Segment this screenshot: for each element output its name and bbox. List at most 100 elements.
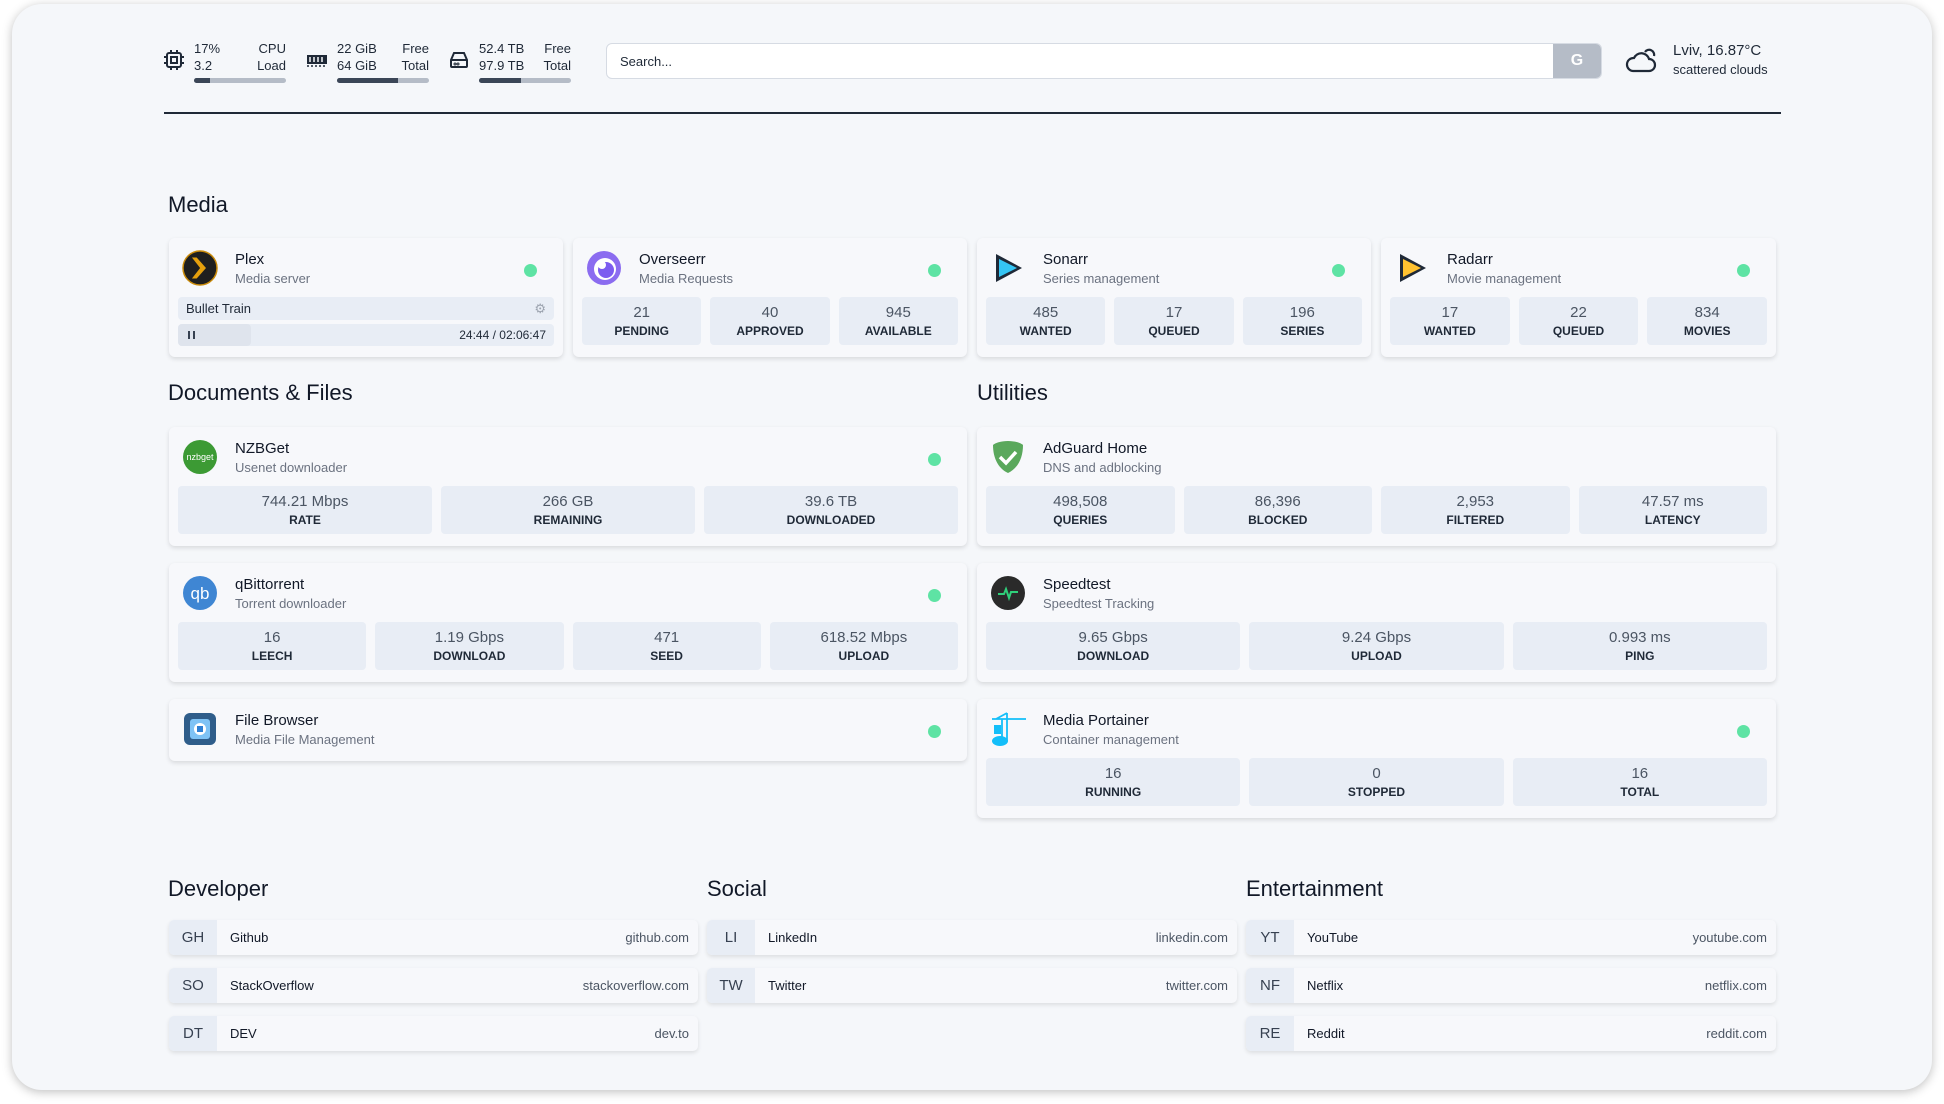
stat-label: SERIES bbox=[1280, 324, 1325, 338]
disk-icon bbox=[450, 52, 468, 68]
pause-icon[interactable] bbox=[188, 331, 195, 339]
stat-label: PING bbox=[1625, 649, 1655, 663]
status-indicator bbox=[1737, 725, 1750, 738]
service-description: Media server bbox=[235, 270, 311, 286]
bookmark-twitter[interactable]: TW Twitter twitter.com bbox=[707, 968, 1237, 1003]
search-button[interactable]: G bbox=[1553, 44, 1601, 78]
stat-value: 9.24 Gbps bbox=[1341, 629, 1412, 646]
free-label: Free bbox=[402, 41, 429, 56]
now-playing: Bullet Train ⚙ 24:44 / 02:06:47 bbox=[178, 297, 554, 346]
stat-value: 16 bbox=[1104, 765, 1122, 782]
stat-label: DOWNLOAD bbox=[1077, 649, 1150, 663]
bookmark-youtube[interactable]: YT YouTube youtube.com bbox=[1246, 920, 1776, 955]
status-indicator bbox=[928, 453, 941, 466]
stat-wanted: 485 WANTED bbox=[986, 297, 1106, 345]
plex-icon bbox=[182, 250, 218, 286]
dashboard bbox=[12, 4, 1932, 1090]
cpu-bar bbox=[194, 78, 286, 83]
stat-label: DOWNLOAD bbox=[433, 649, 506, 663]
status-indicator bbox=[524, 264, 537, 277]
service-card-adguard[interactable]: AdGuard Home DNS and adblocking 498,508 QU… bbox=[977, 427, 1776, 546]
service-card-overseerr[interactable]: Overseerr Media Requests 21 PENDING 40 APPR… bbox=[573, 238, 967, 357]
stat-value: 16 bbox=[1631, 765, 1649, 782]
service-card-file-browser[interactable]: File Browser Media File Management bbox=[169, 699, 967, 761]
overseerr-icon bbox=[587, 251, 621, 285]
stat-wanted: 17 WANTED bbox=[1390, 297, 1510, 345]
section-utilities: Utilities bbox=[977, 380, 1048, 405]
section-media: Media bbox=[168, 192, 228, 217]
progress-fill bbox=[178, 324, 252, 346]
service-description: Media File Management bbox=[235, 731, 375, 747]
stat-value: 1.19 Gbps bbox=[434, 629, 504, 646]
stat-value: 86,396 bbox=[1254, 493, 1301, 510]
cpu-label: CPU bbox=[258, 41, 286, 56]
stat-value: 196 bbox=[1289, 304, 1315, 321]
stat-label: QUERIES bbox=[1053, 513, 1108, 527]
bookmark-netflix[interactable]: NF Netflix netflix.com bbox=[1246, 968, 1776, 1003]
service-card-radarr[interactable]: Radarr Movie management 17 WANTED 22 QUEUED… bbox=[1381, 238, 1776, 357]
disk-bar bbox=[479, 78, 571, 83]
disk-free: 52.4 TB bbox=[479, 41, 525, 56]
search-input[interactable] bbox=[607, 44, 1553, 78]
search-box: G bbox=[606, 43, 1602, 79]
stat-label: LATENCY bbox=[1644, 513, 1701, 527]
stat-value: 0 bbox=[1372, 765, 1381, 782]
bookmark-reddit[interactable]: RE Reddit reddit.com bbox=[1246, 1016, 1776, 1051]
stat-movies: 834 MOVIES bbox=[1647, 297, 1768, 345]
stat-total: 16 TOTAL bbox=[1512, 758, 1767, 806]
service-card-sonarr[interactable]: Sonarr Series management 485 WANTED 17 QUEU… bbox=[977, 238, 1371, 357]
service-description: Media Requests bbox=[639, 270, 733, 286]
stat-value: 17 bbox=[1165, 304, 1183, 321]
nzbget-icon: nzbget bbox=[183, 440, 217, 474]
stat-label: UPLOAD bbox=[838, 649, 890, 663]
stat-label: UPLOAD bbox=[1351, 649, 1402, 663]
stat-value: 40 bbox=[761, 304, 779, 321]
bookmark-dev[interactable]: DT DEV dev.to bbox=[169, 1016, 698, 1051]
service-name: Radarr bbox=[1447, 250, 1493, 268]
playback-time: 24:44 / 02:06:47 bbox=[459, 328, 546, 342]
stat-download: 1.19 Gbps DOWNLOAD bbox=[375, 622, 564, 670]
memory-free: 22 GiB bbox=[337, 41, 377, 56]
bookmark-linkedin[interactable]: LI LinkedIn linkedin.com bbox=[707, 920, 1237, 955]
bookmark-github[interactable]: GH Github github.com bbox=[169, 920, 698, 955]
stat-value: 266 GB bbox=[542, 493, 594, 510]
memory-icon bbox=[307, 55, 327, 67]
stat-value: 618.52 Mbps bbox=[820, 629, 908, 646]
service-name: Speedtest bbox=[1043, 575, 1111, 593]
stat-label: QUEUED bbox=[1552, 324, 1605, 338]
playback-progress[interactable]: 24:44 / 02:06:47 bbox=[178, 324, 554, 346]
service-card-speedtest[interactable]: Speedtest Speedtest Tracking 9.65 Gbps DOW… bbox=[977, 563, 1776, 682]
disk-widget: 52.4 TB Free 97.9 TB Total bbox=[447, 40, 571, 83]
stat-leech: 16 LEECH bbox=[178, 622, 367, 670]
service-card-plex[interactable]: Plex Media server Bullet Train ⚙ 24:44 / 0… bbox=[169, 238, 563, 357]
section-entertainment: Entertainment bbox=[1246, 876, 1383, 901]
bookmark-stackoverflow[interactable]: SO StackOverflow stackoverflow.com bbox=[169, 968, 698, 1003]
stat-seed: 471 SEED bbox=[572, 622, 761, 670]
service-card-portainer[interactable]: Media Portainer Container management 16 RU… bbox=[977, 699, 1776, 818]
stat-value: 17 bbox=[1441, 304, 1459, 321]
stat-value: 0.993 ms bbox=[1608, 629, 1671, 646]
service-card-nzbget[interactable]: nzbget NZBGet Usenet downloader 744.21 Mb… bbox=[169, 427, 967, 546]
stat-value: 47.57 ms bbox=[1641, 493, 1704, 510]
stat-label: PENDING bbox=[614, 324, 669, 338]
stat-label: AVAILABLE bbox=[864, 324, 932, 338]
service-card-qbittorrent[interactable]: qb qBittorrent Torrent downloader 16 LEECH… bbox=[169, 563, 967, 682]
settings-icon[interactable]: ⚙ bbox=[534, 300, 546, 316]
service-description: DNS and adblocking bbox=[1043, 459, 1162, 475]
stat-queries: 498,508 QUERIES bbox=[986, 486, 1175, 534]
cloud-icon bbox=[1625, 48, 1657, 72]
weather-temperature: Lviv, 16.87°C bbox=[1673, 42, 1762, 59]
adguard-icon bbox=[993, 441, 1023, 473]
status-indicator bbox=[1332, 264, 1345, 277]
section-developer: Developer bbox=[168, 876, 269, 901]
stat-value: 22 bbox=[1570, 304, 1587, 321]
stat-upload: 9.24 Gbps UPLOAD bbox=[1249, 622, 1504, 670]
service-name: Sonarr bbox=[1043, 250, 1089, 268]
service-description: Container management bbox=[1043, 731, 1179, 747]
section-social: Social bbox=[707, 876, 767, 901]
cpu-load: 3.2 bbox=[194, 58, 213, 73]
memory-bar bbox=[337, 78, 429, 83]
stat-ping: 0.993 ms PING bbox=[1512, 622, 1767, 670]
stat-label: LEECH bbox=[251, 649, 293, 663]
stat-series: 196 SERIES bbox=[1242, 297, 1362, 345]
